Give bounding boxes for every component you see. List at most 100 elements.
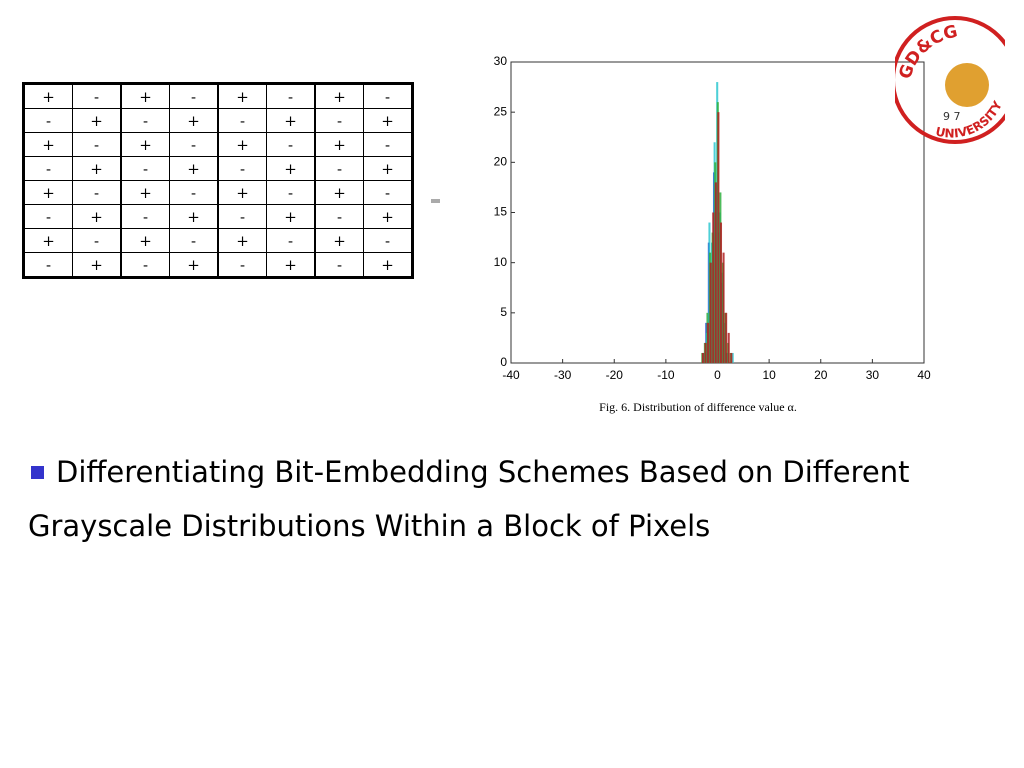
table-cell: -: [72, 228, 122, 253]
x-tick-label: -30: [554, 368, 572, 382]
table-cell: -: [266, 132, 316, 157]
table-cell: -: [169, 180, 219, 205]
logo: GD&CG 9 7 UNIVERSITY: [895, 16, 1005, 144]
x-tick-label: -40: [502, 368, 520, 382]
logo-year: 9 7: [943, 110, 961, 123]
bar: [704, 342, 707, 363]
table-cell: +: [217, 228, 267, 253]
table-cell: +: [72, 108, 122, 133]
bar: [701, 352, 704, 363]
logo-ring: [895, 16, 1005, 144]
table-row: + - + - + - + -: [23, 132, 414, 157]
y-tick-label: 25: [494, 104, 508, 118]
table-cell: -: [23, 108, 73, 133]
x-tick-label: -20: [606, 368, 624, 382]
table-cell: -: [266, 83, 316, 109]
table-cell: +: [72, 156, 122, 181]
table-row: - + - + - + - +: [23, 156, 414, 181]
bar: [719, 222, 723, 363]
table-cell: +: [169, 252, 219, 278]
y-tick-label: 5: [500, 305, 507, 319]
x-tick-label: 0: [714, 368, 721, 382]
bar: [731, 352, 734, 363]
table-row: - + - + - + - +: [23, 108, 414, 133]
table-cell: -: [23, 156, 73, 181]
table-cell: -: [217, 108, 267, 133]
table-cell: +: [72, 252, 122, 278]
table-row: + - + - + - + -: [23, 83, 414, 109]
x-tick-label: 30: [866, 368, 880, 382]
table-cell: -: [169, 132, 219, 157]
table-cell: +: [169, 108, 219, 133]
y-tick-label: 15: [494, 205, 508, 219]
table-cell: +: [120, 132, 170, 157]
x-tick-label: 20: [814, 368, 828, 382]
table-cell: -: [314, 204, 364, 229]
table-cell: -: [314, 108, 364, 133]
table-cell: -: [72, 83, 122, 109]
table-cell: -: [363, 228, 414, 253]
table-cell: -: [217, 204, 267, 229]
table-cell: -: [169, 228, 219, 253]
x-tick-label: -10: [657, 368, 675, 382]
table-cell: -: [120, 156, 170, 181]
table-cell: +: [314, 132, 364, 157]
table-cell: +: [266, 156, 316, 181]
y-tick-label: 0: [500, 355, 507, 369]
table-cell: -: [363, 83, 414, 109]
x-tick-label: 10: [762, 368, 776, 382]
table-row: - + - + - + - +: [23, 252, 414, 278]
table-cell: -: [314, 252, 364, 278]
table-cell: -: [266, 228, 316, 253]
table-cell: +: [217, 83, 267, 109]
logo-emblem: [945, 63, 989, 107]
caption: Fig. 6. Distribution of difference value…: [599, 400, 797, 414]
table-cell: +: [266, 252, 316, 278]
table-cell: +: [23, 132, 73, 157]
table-cell: -: [363, 132, 414, 157]
table-cell: -: [72, 180, 122, 205]
table-row: + - + - + - + -: [23, 180, 414, 205]
bar: [714, 182, 717, 363]
sign-table: + - + - + - + - - + - + - + - + + - + - + - + - - + - + - + - + + - + - + - + -…: [22, 82, 414, 279]
table-cell: +: [363, 108, 414, 133]
table-cell: +: [120, 180, 170, 205]
bar: [717, 112, 720, 364]
x-tick-label: 40: [917, 368, 931, 382]
table-cell: -: [217, 252, 267, 278]
bar: [707, 322, 710, 363]
table-cell: -: [120, 252, 170, 278]
y-tick-label: 30: [494, 54, 508, 68]
table-cell: +: [266, 204, 316, 229]
bar: [730, 352, 733, 363]
table-cell: -: [23, 252, 73, 278]
bullet-label: Differentiating Bit-Embedding Schemes Ba…: [28, 455, 910, 543]
histogram: Fig. 6. Distribution of difference value…: [494, 54, 931, 414]
table-cell: +: [363, 204, 414, 229]
table-cell: -: [169, 83, 219, 109]
table-cell: +: [363, 252, 414, 278]
table-cell: +: [169, 204, 219, 229]
table-cell: -: [217, 156, 267, 181]
bar: [727, 332, 730, 363]
table-cell: +: [217, 132, 267, 157]
table-cell: +: [120, 83, 170, 109]
table-cell: +: [266, 108, 316, 133]
bar: [722, 252, 725, 363]
bullet-text: Differentiating Bit-Embedding Schemes Ba…: [28, 445, 1018, 553]
table-cell: -: [120, 108, 170, 133]
table-cell: +: [23, 228, 73, 253]
table-cell: -: [314, 156, 364, 181]
table-cell: -: [72, 132, 122, 157]
table-cell: +: [217, 180, 267, 205]
table-row: + - + - + - + -: [23, 228, 414, 253]
table-cell: +: [72, 204, 122, 229]
table-cell: +: [314, 180, 364, 205]
bar: [709, 262, 712, 363]
table-cell: -: [23, 204, 73, 229]
table-cell: +: [314, 83, 364, 109]
table-cell: +: [23, 180, 73, 205]
dash: [431, 199, 440, 203]
table-cell: +: [363, 156, 414, 181]
